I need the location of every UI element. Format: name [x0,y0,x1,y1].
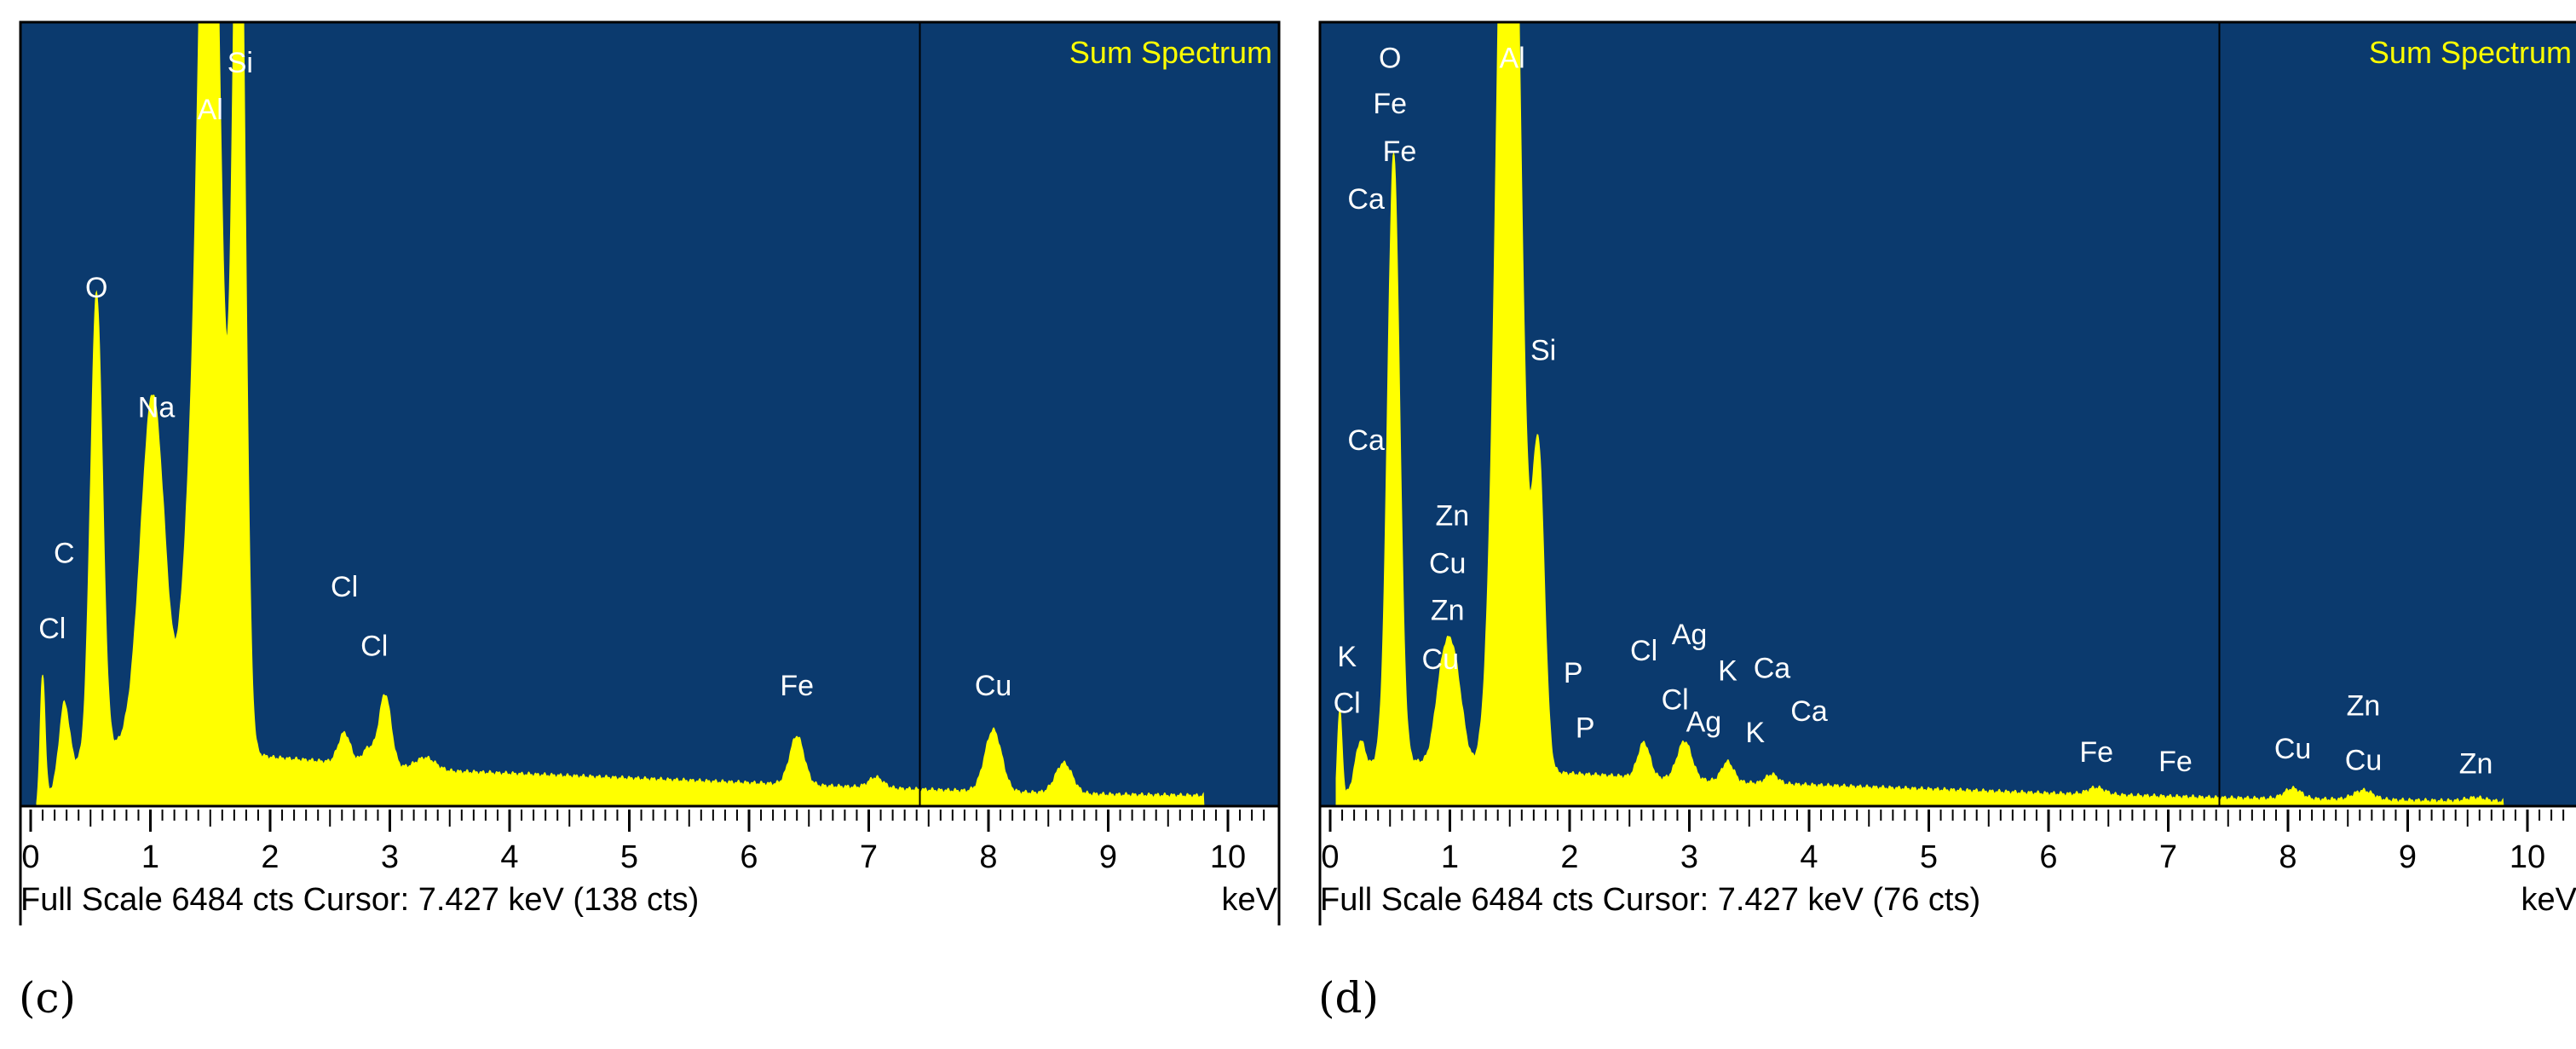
peak-label: Zn [2347,689,2381,722]
x-tick-label: 8 [979,839,997,875]
peak-label: P [1564,657,1583,689]
peak-label: Cl [38,613,66,645]
x-tick-label: 0 [1321,839,1339,875]
peak-label: O [1379,43,1401,75]
x-tick-label: 1 [141,839,159,875]
spectrum-area [36,22,1205,806]
peak-label: Ag [1686,706,1722,739]
peak-label: Cl [360,631,388,663]
peak-label: K [1337,641,1357,673]
x-tick-label: 1 [1441,839,1459,875]
x-tick-label: 7 [860,839,878,875]
peak-label: Ag [1672,619,1708,651]
peak-label: Cu [2274,733,2311,765]
x-tick-label: 4 [500,839,518,875]
peak-label: Cu [1422,643,1459,676]
panel-caption: (c) [19,973,76,1023]
x-tick-label: 7 [2159,839,2177,875]
x-tick-label: 6 [2039,839,2057,875]
peak-label: Cu [2345,745,2382,777]
peak-label: P [1576,712,1595,744]
peak-label: Cl [1334,688,1361,720]
x-tick-label: 3 [381,839,399,875]
peak-label: O [85,272,107,304]
spectrum-chart-d: Sum Spectrum O Fe Al Fe Ca Si Ca Zn Cu Zn Cu K Cl PP Cl… [1318,20,2576,1023]
x-tick-label: 0 [21,839,39,875]
peak-label: Si [1530,335,1556,367]
peak-label: Cu [975,670,1011,702]
peak-label: Fe [1373,88,1407,120]
spectrum-title: Sum Spectrum [2369,35,2572,70]
panel-caption: (d) [1318,973,1379,1023]
peak-label: Fe [2158,746,2193,778]
peak-label: Cl [1630,635,1657,667]
spectrum-panel-d: Sum Spectrum O Fe Al Fe Ca Si Ca Zn Cu Zn Cu K Cl P P Cl… [1300,0,2576,1049]
x-unit-label: keV [1222,882,1278,918]
x-tick-label: 2 [1560,839,1578,875]
x-unit-label: keV [2521,882,2576,918]
x-tick-label: 6 [740,839,758,875]
peak-label: Cl [1662,684,1689,717]
peak-label: Ca [1754,653,1791,685]
peak-label: Cu [1429,548,1466,580]
peak-label: Si [228,47,253,79]
x-tick-label: 9 [2399,839,2417,875]
peak-label: Fe [2079,736,2113,769]
x-tick-label: 8 [2279,839,2297,875]
x-tick-label: 3 [1680,839,1698,875]
peak-label: K [1745,717,1765,749]
peak-label: Fe [780,670,814,702]
status-text: Full Scale 6484 cts Cursor: 7.427 keV (7… [1320,882,1980,918]
spectrum-panel-c: Sum Spectrum Si Al O Na C Cl Cl Cl Fe Cu 0 1 2 3 4 5 6 7 8 9… [19,20,1281,1023]
x-tick-label: 10 [1210,839,1246,875]
x-tick-label: 5 [620,839,638,875]
spectrum-title: Sum Spectrum [1069,35,1272,70]
peak-label: Zn [1435,500,1469,533]
x-tick-label: 2 [261,839,279,875]
peak-label: Al [198,94,223,126]
x-tick-label: 4 [1800,839,1818,875]
spectrum-area [1335,22,2504,806]
peak-label: Ca [1347,424,1385,457]
peak-label: C [54,537,75,569]
peak-label: Ca [1790,695,1828,728]
x-tick-label: 10 [2510,839,2545,875]
peak-label: Cl [331,571,358,603]
peak-label: Fe [1383,135,1417,168]
x-tick-label: 5 [1920,839,1938,875]
x-tick-label: 9 [1099,839,1117,875]
peak-label: K [1718,654,1738,687]
status-text: Full Scale 6484 cts Cursor: 7.427 keV (1… [20,882,699,918]
peak-label: Al [1499,43,1524,75]
peak-label: Ca [1347,183,1385,216]
peak-label: Na [138,392,176,424]
peak-label: Zn [2459,748,2493,781]
peak-label: Zn [1431,594,1465,626]
